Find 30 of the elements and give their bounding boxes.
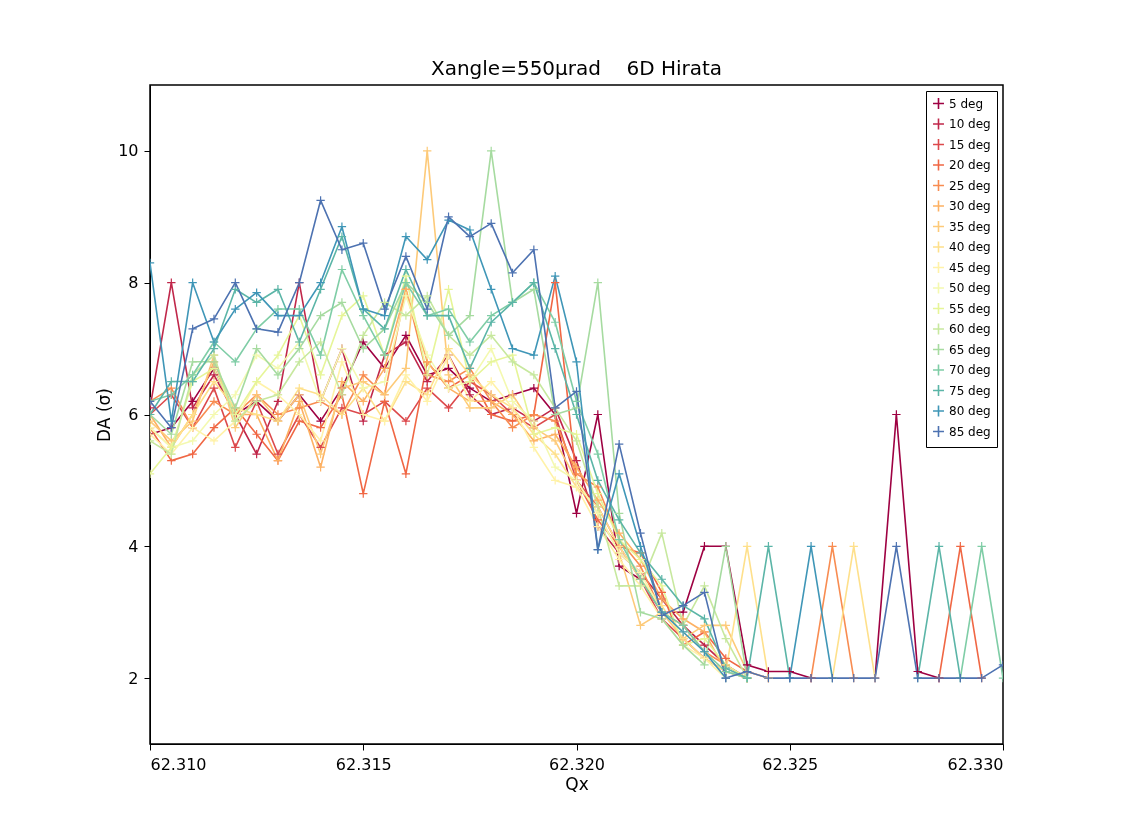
legend-label: 75 deg	[949, 383, 991, 398]
legend-label: 15 deg	[949, 137, 991, 152]
legend-label: 65 deg	[949, 342, 991, 357]
legend-label: 5 deg	[949, 96, 984, 111]
legend-label: 30 deg	[949, 199, 991, 213]
y-tick-label: 4	[128, 536, 139, 556]
y-tick-label: 2	[128, 668, 139, 688]
legend-label: 60 deg	[949, 322, 991, 336]
legend-label: 35 deg	[949, 219, 991, 234]
legend-label: 45 deg	[949, 260, 991, 275]
y-tick-label: 10	[118, 141, 139, 161]
x-tick-label: 62.325	[762, 754, 819, 774]
legend-label: 70 deg	[949, 363, 991, 377]
x-tick-label: 62.310	[150, 754, 207, 774]
legend-label: 55 deg	[949, 301, 991, 316]
x-tick-label: 62.320	[549, 754, 605, 774]
y-tick-label: 8	[128, 273, 139, 293]
legend-label: 40 deg	[949, 240, 991, 254]
y-axis-title: DA (σ)	[94, 388, 115, 442]
legend-label: 25 deg	[949, 178, 991, 193]
legend-label: 85 deg	[949, 424, 991, 439]
x-tick-label: 62.330	[947, 754, 1004, 774]
y-tick-label: 6	[128, 405, 139, 424]
legend-label: 20 deg	[949, 158, 991, 172]
legend-label: 50 deg	[949, 281, 991, 295]
legend-label: 80 deg	[949, 404, 991, 418]
x-axis-title: Qx	[565, 773, 589, 794]
legend-label: 10 deg	[949, 117, 991, 131]
x-tick-label: 62.315	[335, 754, 392, 774]
chart-title: Xangle=550μrad 6D Hirata	[430, 56, 723, 80]
